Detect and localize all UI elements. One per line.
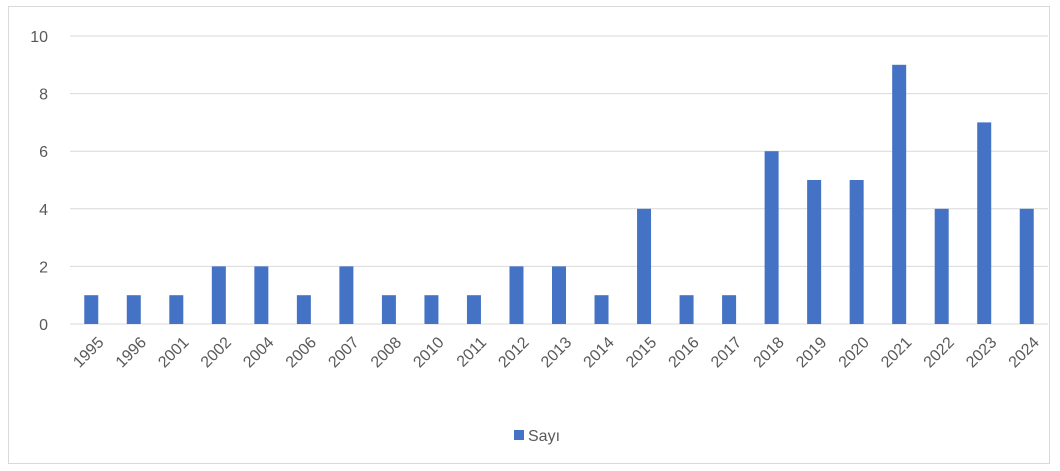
bar-2022 [934,208,949,324]
x-tick-label: 2001 [155,334,192,371]
x-tick-label: 2018 [751,334,788,371]
bar-2021 [892,64,907,325]
x-tick-label: 2024 [1006,334,1043,371]
bar-2001 [169,295,184,324]
legend-swatch [514,430,524,440]
bar-2014 [594,295,609,324]
gridlines [70,35,1048,325]
x-tick-label: 2016 [666,334,703,371]
x-tick-label: 2010 [410,334,447,371]
bar-2016 [679,295,694,324]
bar-1996 [126,295,141,324]
x-tick-label: 2023 [963,334,1000,371]
bar-2012 [509,266,524,324]
y-tick-label: 4 [39,202,48,219]
x-tick-label: 2007 [325,334,362,371]
bar-2004 [254,266,269,324]
y-tick-label: 8 [39,87,48,104]
x-tick-label: 2012 [495,334,532,371]
bar-1995 [84,295,99,324]
bar-2023 [977,122,992,325]
x-tick-label: 2004 [240,334,277,371]
x-tick-label: 1996 [113,334,150,371]
y-tick-label: 2 [39,259,48,276]
y-tick-label: 0 [39,317,48,334]
x-tick-label: 2002 [198,334,235,371]
bar-2013 [552,266,566,324]
x-tick-label: 2019 [793,334,830,371]
x-axis-tick-labels: 1995 1996 2001 2002 2004 2006 2007 2008 2010 2011… [70,334,1043,371]
bar-2008 [381,295,396,324]
x-tick-label: 2020 [836,334,873,371]
x-tick-label: 2022 [921,334,958,371]
chart-frame [8,6,1050,464]
x-tick-label: 1995 [70,334,107,371]
x-tick-label: 2008 [368,334,405,371]
bar-2018 [764,151,779,324]
bar-2007 [339,266,354,324]
bar-2015 [637,208,652,324]
x-tick-label: 2014 [581,334,618,371]
y-tick-label: 10 [30,29,48,46]
x-tick-label: 2021 [878,334,915,371]
bar-2020 [849,180,864,324]
bar-2019 [807,180,822,324]
y-axis-tick-labels: 0 2 4 6 8 10 [30,29,48,334]
x-tick-label: 2015 [623,334,660,371]
y-tick-label: 6 [39,144,48,161]
x-tick-label: 2006 [283,334,320,371]
x-tick-label: 2013 [538,334,575,371]
legend-label: Sayı [528,428,560,445]
bar-2011 [466,295,481,324]
bar-2006 [296,295,311,324]
bar-2024 [1019,208,1034,324]
x-tick-label: 2011 [454,334,490,370]
bar-2002 [211,266,226,324]
bars [84,64,1034,325]
bar-2017 [722,295,737,324]
legend: Sayı [514,428,560,445]
x-tick-label: 2017 [708,334,745,371]
bar-2010 [424,295,439,324]
